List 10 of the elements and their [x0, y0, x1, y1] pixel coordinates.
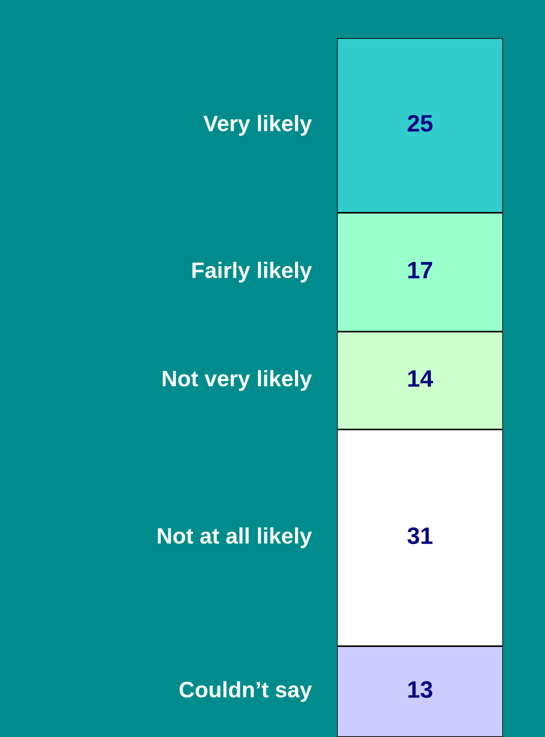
data-label: 25 [408, 114, 432, 132]
data-label: 13 [408, 681, 432, 698]
series-label: Couldn’t say [180, 681, 312, 702]
data-label: 31 [407, 527, 432, 544]
data-label: 17 [408, 262, 432, 278]
series-label: Fairly likely [192, 262, 312, 283]
series-label: Very likely [203, 115, 312, 136]
series-label: Not very likely [162, 370, 312, 391]
series-label: Not at all likely [158, 527, 312, 548]
data-label: 14 [408, 370, 434, 387]
